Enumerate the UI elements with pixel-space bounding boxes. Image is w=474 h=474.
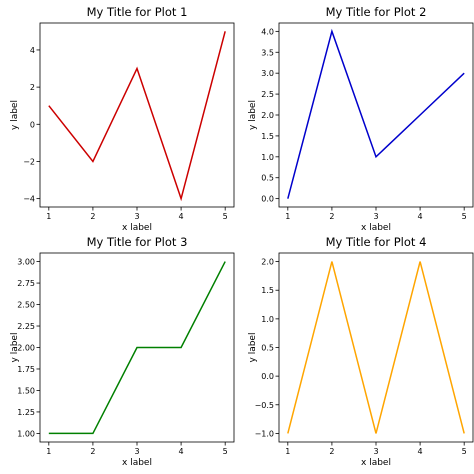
plot-4-ytick-label: 1.5 bbox=[261, 286, 274, 295]
plot-1-axes-frame bbox=[39, 22, 235, 208]
plot-2-xlabel: x label bbox=[361, 223, 391, 233]
plot-1-xtick-label: 3 bbox=[134, 212, 139, 221]
plot-2-xtick-label: 3 bbox=[373, 212, 378, 221]
plot-4-ytick-label: 0.5 bbox=[261, 344, 274, 353]
plot-2-xtick-label: 5 bbox=[462, 212, 467, 221]
plot-4-ylabel: y label bbox=[248, 333, 258, 363]
plot-4-series-line-1 bbox=[287, 261, 465, 434]
plot-3-ytick-label: 2.50 bbox=[17, 301, 35, 310]
plot-1-series-line-1 bbox=[48, 31, 226, 202]
plot-2-ytick-label: 1.0 bbox=[261, 153, 274, 162]
plot-2-ytick-label: 4.0 bbox=[261, 27, 274, 36]
subplot-3: 1 2 3 4 5 1.00 1.25 1.50 1.75 2.00 2.25 2.50 2.75 3.0… bbox=[10, 235, 235, 468]
plot-3-series-line-1 bbox=[48, 261, 226, 435]
plot-2-title: My Title for Plot 2 bbox=[326, 5, 427, 19]
plot-4-ytick-label: −1.0 bbox=[255, 429, 274, 438]
plot-3-xtick-label: 5 bbox=[223, 447, 228, 456]
plot-2-ytick-label: 1.5 bbox=[261, 132, 274, 141]
plot-3-ytick-label: 3.00 bbox=[17, 258, 35, 267]
plot-4-xtick-label: 3 bbox=[373, 447, 378, 456]
plot-1-ytick-label: 2 bbox=[30, 83, 35, 92]
plot-2-ytick-label: 3.5 bbox=[261, 48, 274, 57]
plot-2-ylabel: y label bbox=[248, 100, 258, 130]
subplot-1: 1 2 3 4 5 −4 −2 0 2 4 My Title for Plot 1 x label y … bbox=[10, 5, 235, 233]
plot-4-axes-frame bbox=[278, 252, 474, 443]
plot-1-xtick-label: 1 bbox=[46, 212, 51, 221]
plot-3-ytick-label: 2.25 bbox=[17, 322, 35, 331]
plot-3-xtick-label: 2 bbox=[90, 447, 95, 456]
plot-2-ytick-label: 2.0 bbox=[261, 111, 274, 120]
plot-2-ytick-label: 0.5 bbox=[261, 174, 274, 183]
plot-3-xtick-label: 3 bbox=[134, 447, 139, 456]
plot-3-ytick-label: 1.25 bbox=[17, 408, 35, 417]
plot-2-axes-frame bbox=[278, 22, 474, 208]
plot-4-title: My Title for Plot 4 bbox=[326, 235, 427, 249]
subplot-4: 1 2 3 4 5 −1.0 −0.5 0.0 0.5 1.0 1.5 2.0 My Title for… bbox=[248, 235, 474, 468]
plot-4-xtick-label: 1 bbox=[285, 447, 290, 456]
plot-3-ytick-label: 1.00 bbox=[17, 429, 35, 438]
plot-1-ytick-label: −4 bbox=[23, 195, 35, 204]
plot-1-xlabel: x label bbox=[122, 223, 152, 233]
plot-2-series-line-1 bbox=[287, 28, 465, 199]
plot-3-xtick-label: 4 bbox=[179, 447, 184, 456]
plot-1-ytick-label: 0 bbox=[30, 120, 35, 129]
plot-2-ytick-label: 3.0 bbox=[261, 69, 274, 78]
plot-1-xtick-label: 4 bbox=[179, 212, 184, 221]
plot-1-xtick-label: 2 bbox=[90, 212, 95, 221]
plot-1-ytick-label: −2 bbox=[23, 157, 35, 166]
plot-3-ytick-label: 2.00 bbox=[17, 344, 35, 353]
plot-4-ytick-label: −0.5 bbox=[255, 401, 274, 410]
plot-4-xlabel: x label bbox=[361, 458, 391, 468]
subplot-2: 1 2 3 4 5 0.0 0.5 1.0 1.5 2.0 2.5 3.0 3.5 4.0 My Title… bbox=[248, 5, 474, 233]
plot-4-ytick-label: 2.0 bbox=[261, 258, 274, 267]
plot-3-ylabel: y label bbox=[10, 333, 20, 363]
plot-2-xtick-label: 4 bbox=[418, 212, 423, 221]
plot-4-xtick-label: 4 bbox=[418, 447, 423, 456]
plot-4-ytick-label: 0.0 bbox=[261, 372, 274, 381]
plot-1-xtick-label: 5 bbox=[223, 212, 228, 221]
plot-1-ytick-label: 4 bbox=[30, 46, 35, 55]
plot-3-title: My Title for Plot 3 bbox=[87, 235, 188, 249]
plot-3-ytick-label: 1.75 bbox=[17, 365, 35, 374]
plot-2-xtick-label: 1 bbox=[285, 212, 290, 221]
plot-3-ytick-label: 1.50 bbox=[17, 386, 35, 395]
plot-4-xtick-label: 5 bbox=[462, 447, 467, 456]
plot-3-ytick-label: 2.75 bbox=[17, 279, 35, 288]
plot-2-ytick-label: 2.5 bbox=[261, 90, 274, 99]
plot-3-xlabel: x label bbox=[122, 458, 152, 468]
plot-1-ylabel: y label bbox=[10, 100, 20, 130]
plot-2-xtick-label: 2 bbox=[329, 212, 334, 221]
plot-3-xtick-label: 1 bbox=[46, 447, 51, 456]
plot-4-xtick-label: 2 bbox=[329, 447, 334, 456]
plot-1-title: My Title for Plot 1 bbox=[87, 5, 188, 19]
plot-2-ytick-label: 0.0 bbox=[261, 195, 274, 204]
plot-4-ytick-label: 1.0 bbox=[261, 315, 274, 324]
